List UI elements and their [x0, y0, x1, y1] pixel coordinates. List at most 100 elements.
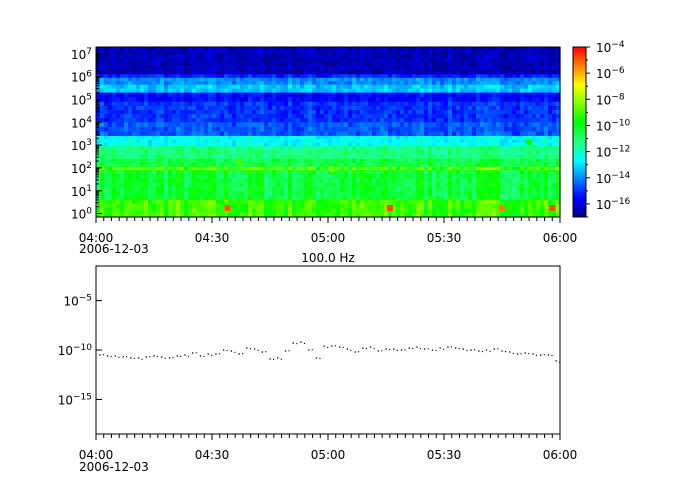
heatmap-cell	[212, 54, 217, 60]
heatmap-cell	[260, 135, 265, 141]
heatmap-cell	[316, 139, 321, 144]
heatmap-cell	[376, 66, 381, 72]
heatmap-cell	[548, 126, 553, 133]
heatmap-cell	[380, 178, 385, 184]
heatmap-cell	[236, 62, 241, 68]
heatmap-cell	[248, 170, 253, 176]
heatmap-cell	[496, 66, 501, 72]
heatmap-cell	[220, 142, 225, 147]
heatmap-cell	[408, 84, 413, 90]
heatmap-cell	[376, 135, 381, 141]
heatmap-cell	[504, 101, 509, 107]
heatmap-cell	[284, 150, 289, 156]
heatmap-cell	[296, 142, 301, 147]
heatmap-cell	[252, 178, 257, 184]
heatmap-cell	[132, 170, 137, 176]
heatmap-cell	[284, 162, 289, 168]
heatmap-cell	[308, 170, 313, 176]
heatmap-cell	[284, 166, 289, 171]
heatmap-cell	[236, 105, 241, 111]
heatmap-cell	[476, 178, 481, 184]
heatmap-cell	[528, 74, 533, 79]
heatmap-cell	[436, 47, 441, 52]
heatmap-cell	[552, 122, 557, 128]
heatmap-cell	[140, 122, 145, 128]
heatmap-cell	[228, 97, 233, 103]
heatmap-cell	[360, 142, 365, 147]
heatmap-cell	[160, 139, 165, 144]
heatmap-cell	[552, 191, 557, 197]
heatmap-cell	[304, 97, 309, 103]
heatmap-cell	[364, 54, 369, 60]
heatmap-cell	[476, 81, 481, 86]
heatmap-cell	[228, 139, 233, 144]
heatmap-cell	[144, 77, 149, 82]
heatmap-cell	[464, 118, 469, 123]
heatmap-cell	[408, 154, 413, 160]
heatmap-cell	[204, 204, 209, 210]
heatmap-cell	[308, 105, 313, 111]
heatmap-cell	[428, 204, 433, 210]
heatmap-cell	[156, 199, 161, 205]
heatmap-cell	[512, 199, 517, 205]
heatmap-cell	[236, 187, 241, 193]
heatmap-cell	[504, 139, 509, 144]
heatmap-cell	[420, 158, 425, 164]
heatmap-cell	[404, 131, 409, 137]
heatmap-cell	[504, 84, 509, 90]
heatmap-cell	[200, 54, 205, 60]
heatmap-cell	[168, 208, 173, 214]
heatmap-cell	[188, 58, 193, 64]
heatmap-cell	[436, 58, 441, 64]
heatmap-spot	[526, 138, 533, 145]
heatmap-cell	[280, 105, 285, 111]
heatmap-cell	[544, 74, 549, 79]
heatmap-cell	[288, 88, 293, 94]
heatmap-cell	[548, 101, 553, 107]
heatmap-cell	[172, 50, 177, 56]
heatmap-cell	[504, 187, 509, 193]
heatmap-cell	[224, 174, 229, 180]
heatmap-cell	[124, 47, 129, 52]
heatmap-cell	[312, 131, 317, 137]
heatmap-cell	[544, 195, 549, 201]
heatmap-cell	[140, 62, 145, 68]
heatmap-cell	[400, 195, 405, 201]
heatmap-cell	[276, 118, 281, 123]
heatmap-cell	[556, 150, 561, 156]
heatmap-cell	[204, 174, 209, 180]
heatmap-cell	[468, 101, 473, 107]
heatmap-cell	[508, 118, 513, 123]
heatmap-cell	[120, 162, 125, 168]
heatmap-cell	[300, 158, 305, 164]
heatmap-cell	[396, 154, 401, 160]
heatmap-cell	[108, 204, 113, 210]
heatmap-cell	[240, 162, 245, 168]
heatmap-cell	[392, 58, 397, 64]
heatmap-cell	[204, 139, 209, 144]
heatmap-cell	[420, 77, 425, 82]
heatmap-cell	[172, 114, 177, 119]
heatmap-cell	[184, 158, 189, 164]
heatmap-cell	[488, 212, 493, 218]
heatmap-cell	[168, 199, 173, 205]
heatmap-cell	[456, 191, 461, 197]
heatmap-cell	[136, 131, 141, 137]
heatmap-cell	[464, 74, 469, 79]
heatmap-cell	[468, 187, 473, 193]
heatmap-cell	[512, 47, 517, 52]
heatmap-cell	[376, 212, 381, 218]
heatmap-cell	[376, 131, 381, 137]
heatmap-cell	[204, 187, 209, 193]
heatmap-cell	[528, 101, 533, 107]
heatmap-cell	[484, 70, 489, 75]
heatmap-cell	[508, 88, 513, 94]
heatmap-cell	[264, 154, 269, 160]
heatmap-cell	[524, 66, 529, 72]
heatmap-cell	[212, 146, 217, 152]
heatmap-cell	[124, 154, 129, 160]
heatmap-cell	[552, 170, 557, 176]
heatmap-cell	[488, 88, 493, 94]
heatmap-cell	[424, 166, 429, 171]
heatmap-cell	[220, 74, 225, 79]
